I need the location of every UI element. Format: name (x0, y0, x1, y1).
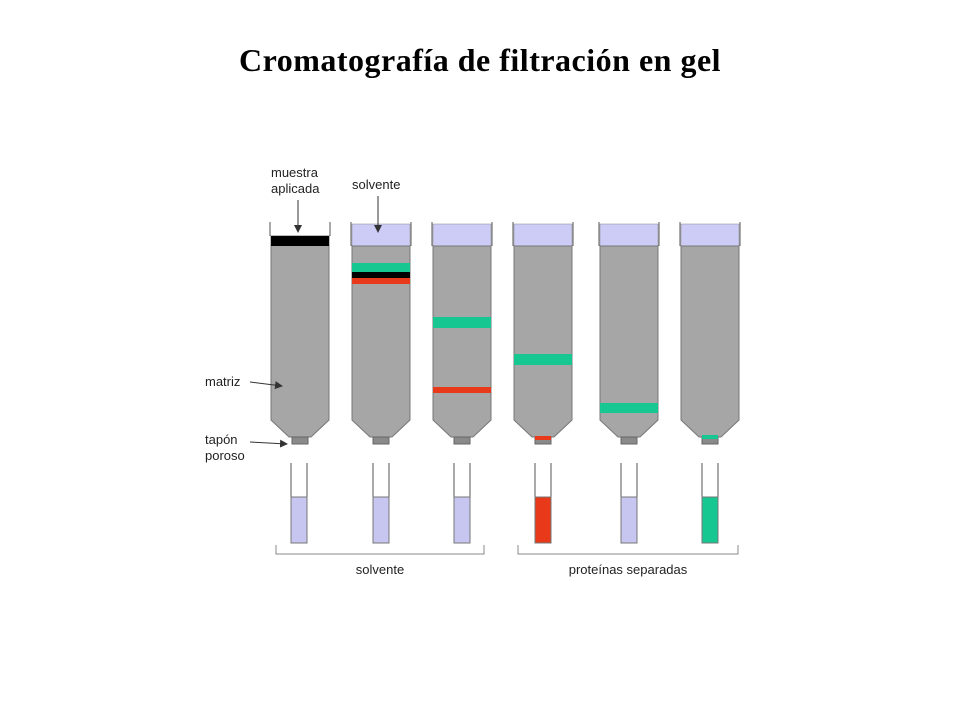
label-matrix: matriz (205, 374, 240, 389)
tube-1 (290, 463, 308, 544)
red-band (535, 436, 551, 440)
tube-5 (620, 463, 638, 544)
label-plug-line1: tapón (205, 432, 238, 447)
page-title: Cromatografía de filtración en gel (238, 42, 722, 78)
arrow-plug (249, 439, 288, 448)
red-band (433, 387, 491, 393)
tube-2 (372, 463, 390, 544)
sample-band (271, 236, 329, 246)
label-sample-line1: muestra (271, 165, 319, 180)
tube-4 (534, 463, 552, 544)
green-band (433, 317, 491, 328)
column-5 (598, 222, 660, 445)
label-plug-line2: poroso (205, 448, 245, 463)
black-band (352, 272, 410, 278)
tube-6 (701, 463, 719, 544)
column-1 (269, 222, 331, 445)
arrow-matrix (249, 381, 283, 390)
green-band (702, 435, 718, 439)
column-3 (431, 222, 493, 445)
red-band (352, 278, 410, 284)
label-group-solvent: solvente (356, 562, 404, 577)
column-2 (350, 222, 412, 445)
green-band (600, 403, 658, 413)
tube-3 (453, 463, 471, 544)
label-sample-line2: aplicada (271, 181, 320, 196)
collection-tubes (290, 463, 719, 544)
green-band (352, 263, 410, 272)
bracket-proteins (517, 545, 739, 555)
column-6 (679, 222, 741, 445)
label-group-proteins: proteínas separadas (569, 562, 688, 577)
label-solvent-top: solvente (352, 177, 400, 192)
green-band (514, 354, 572, 365)
bracket-solvent (275, 545, 485, 555)
column-4 (512, 222, 574, 445)
